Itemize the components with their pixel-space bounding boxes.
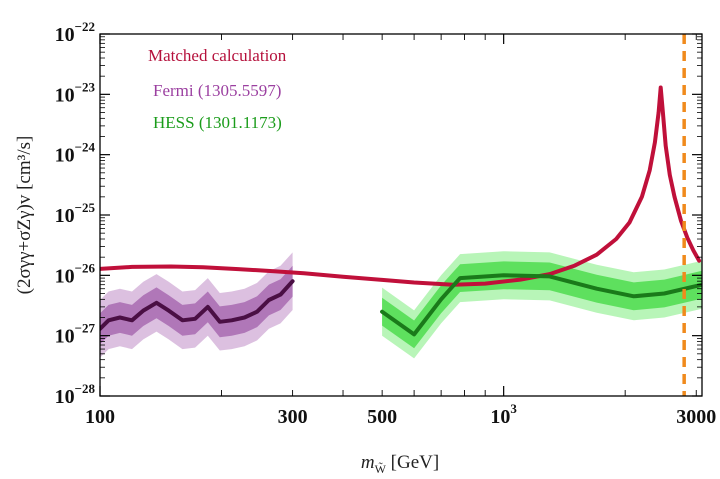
data-lines [100,34,702,396]
y-tick-label: 10−25 [55,200,96,227]
x-tick-label: 300 [278,406,308,428]
x-tick-label: 3000 [676,406,716,428]
matched-line [100,85,702,287]
y-tick-label: 10−26 [55,260,96,287]
x-tick-label: 500 [367,406,397,428]
legend: Matched calculation Fermi (1305.5597) HE… [148,46,287,132]
legend-hess: HESS (1301.1173) [153,113,282,132]
y-tick-label: 10−27 [55,321,96,348]
y-tick-label: 10−28 [55,381,96,408]
x-axis-title: mW̃ [GeV] [361,452,439,476]
fermi-band-inner [100,265,293,345]
y-tick-label: 10−23 [55,79,96,106]
legend-fermi: Fermi (1305.5597) [153,81,281,100]
y-tick-label: 10−22 [55,19,95,46]
legend-matched: Matched calculation [148,46,287,65]
x-tick-label: 100 [85,406,115,428]
hess-line [380,273,702,337]
axis-tick-labels: 10−28 10−27 10−26 10−25 10−24 10−23 10−22 100 30… [55,19,717,428]
fermi-line [100,279,295,331]
y-tick-label: 10−24 [55,140,96,167]
x-tick-label: 103 [490,401,517,428]
axis-ticks [99,33,702,397]
y-axis-title: (2σγγ+σZγ)v [cm³/s] [14,136,35,295]
